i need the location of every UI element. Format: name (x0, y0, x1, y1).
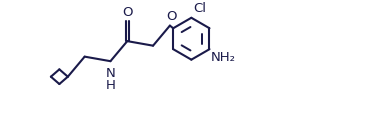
Text: NH₂: NH₂ (211, 51, 236, 64)
Text: O: O (166, 10, 177, 23)
Text: O: O (122, 6, 133, 19)
Text: N
H: N H (105, 67, 115, 92)
Text: Cl: Cl (193, 2, 206, 15)
